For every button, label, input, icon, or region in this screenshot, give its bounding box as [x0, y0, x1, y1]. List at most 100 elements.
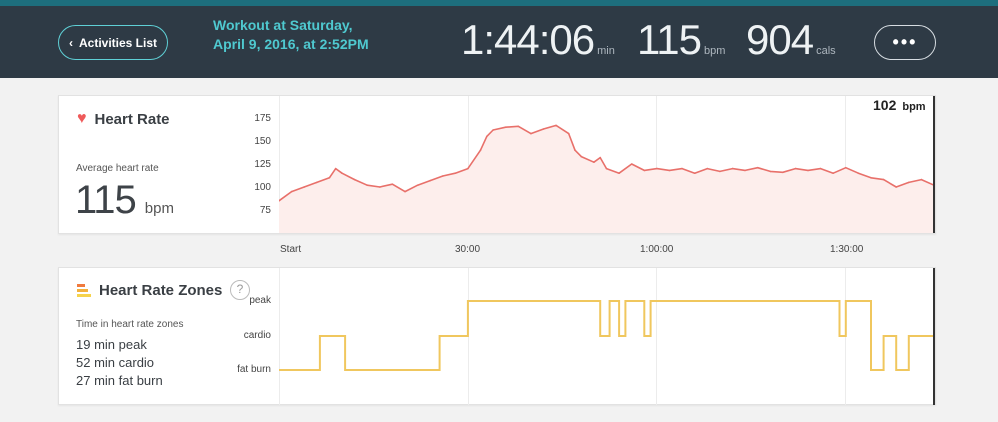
duration-value: 1:44:06 [461, 16, 595, 63]
hr-point [467, 167, 469, 170]
hr-point [693, 172, 696, 174]
x-tick-start: Start [280, 244, 302, 255]
y-tick-75: 75 [259, 205, 271, 216]
hr-point [782, 171, 784, 174]
heart-rate-zones-chart[interactable] [279, 268, 936, 405]
calories-unit: cals [816, 45, 836, 57]
hr-point [504, 126, 507, 128]
hr-point [517, 125, 520, 128]
chevron-left-icon: ‹ [68, 35, 73, 50]
more-options-button[interactable]: ••• [874, 25, 936, 60]
hr-point [442, 175, 444, 177]
heart-rate-zones-title-text: Heart Rate Zones [99, 282, 223, 299]
heart-icon: ♥ [77, 110, 87, 127]
zone-peak-time: 19 min peak [76, 337, 147, 352]
hr-area-fill [279, 125, 934, 233]
hr-point [656, 167, 658, 170]
zone-label-fatburn: fat burn [237, 364, 271, 375]
hr-point [908, 181, 910, 184]
hr-point [416, 184, 419, 186]
zone-label-peak: peak [249, 295, 271, 306]
workout-title: Workout at Saturday, April 9, 2016, at 2… [213, 17, 369, 52]
hr-point [756, 166, 759, 169]
y-tick-125: 125 [254, 159, 271, 170]
hr-point [580, 155, 583, 158]
activities-list-label: Activities List [78, 35, 158, 50]
activities-list-button[interactable]: ‹ Activities List [58, 25, 168, 60]
duration-unit: min [597, 45, 615, 57]
heart-rate-chart[interactable] [279, 96, 936, 233]
x-tick-30: 30:00 [455, 244, 481, 255]
hr-point [845, 166, 847, 169]
hr-point [366, 184, 368, 186]
hr-point [593, 161, 595, 163]
calories-value: 904 [746, 16, 814, 63]
hr-point [832, 172, 834, 174]
zone-label-cardio: cardio [243, 330, 271, 341]
duration-stat: 1:44:06 min [461, 16, 615, 64]
hr-point [303, 186, 305, 188]
hr-point [379, 186, 381, 188]
heart-rate-zones-panel: Heart Rate Zones ? Time in heart rate zo… [58, 267, 936, 405]
x-tick-90: 1:30:00 [830, 244, 864, 255]
y-tick-175: 175 [254, 113, 271, 124]
hr-point [353, 178, 356, 181]
hr-point [486, 135, 488, 138]
top-accent-strip [0, 0, 998, 6]
hr-point [279, 200, 280, 202]
hr-point [290, 190, 293, 193]
y-tick-150: 150 [254, 136, 271, 147]
current-heart-rate-unit: bpm [902, 101, 926, 113]
hr-point [681, 167, 683, 170]
average-heart-rate-value: 115 [75, 178, 137, 222]
workout-header: ‹ Activities List Workout at Saturday, A… [0, 6, 998, 78]
hr-point [882, 178, 885, 181]
hr-point [819, 167, 822, 170]
hr-point [567, 132, 570, 135]
y-tick-100: 100 [254, 182, 271, 193]
heart-rate-zones-title: Heart Rate Zones [77, 282, 222, 299]
hr-point [744, 169, 746, 172]
zone-fatburn-time: 27 min fat burn [76, 373, 163, 388]
hr-point [920, 178, 923, 181]
hr-point [316, 181, 318, 184]
hr-point [599, 156, 601, 159]
hr-point [391, 183, 394, 185]
hr-point [530, 132, 532, 135]
more-dots-icon: ••• [892, 32, 918, 52]
hr-point [769, 170, 772, 173]
current-heart-rate: 102 bpm [873, 97, 926, 113]
hr-point [429, 179, 431, 182]
heart-rate-title-text: Heart Rate [94, 110, 170, 128]
help-icon[interactable]: ? [230, 280, 250, 300]
heart-rate-unit: bpm [703, 45, 726, 57]
hr-point [334, 167, 337, 170]
average-heart-rate: 115 bpm [75, 178, 174, 223]
hr-point [454, 172, 457, 174]
hr-point [542, 128, 545, 130]
heart-rate-value: 115 [637, 16, 702, 63]
x-tick-60: 1:00:00 [640, 244, 674, 255]
hr-point [630, 163, 633, 165]
hr-point [328, 177, 331, 179]
hr-point [857, 172, 860, 174]
hr-point [479, 149, 482, 151]
zones-subtitle: Time in heart rate zones [76, 319, 184, 330]
zone-cardio-time: 52 min cardio [76, 355, 155, 370]
heart-rate-title: ♥ Heart Rate [77, 110, 170, 128]
heart-rate-stat: 115 bpm [637, 16, 725, 64]
zone-step-line [279, 300, 934, 371]
hr-point [731, 167, 734, 170]
average-heart-rate-label: Average heart rate [76, 163, 159, 174]
hr-point [605, 167, 608, 170]
hr-point [706, 167, 709, 170]
hr-point [555, 124, 557, 127]
hr-point [719, 170, 721, 173]
hr-point [574, 149, 576, 151]
hr-point [870, 177, 872, 179]
hr-point [341, 172, 343, 174]
average-heart-rate-unit: bpm [144, 200, 174, 217]
hr-point [895, 186, 897, 188]
hr-point [618, 172, 620, 174]
hr-point [668, 169, 671, 172]
